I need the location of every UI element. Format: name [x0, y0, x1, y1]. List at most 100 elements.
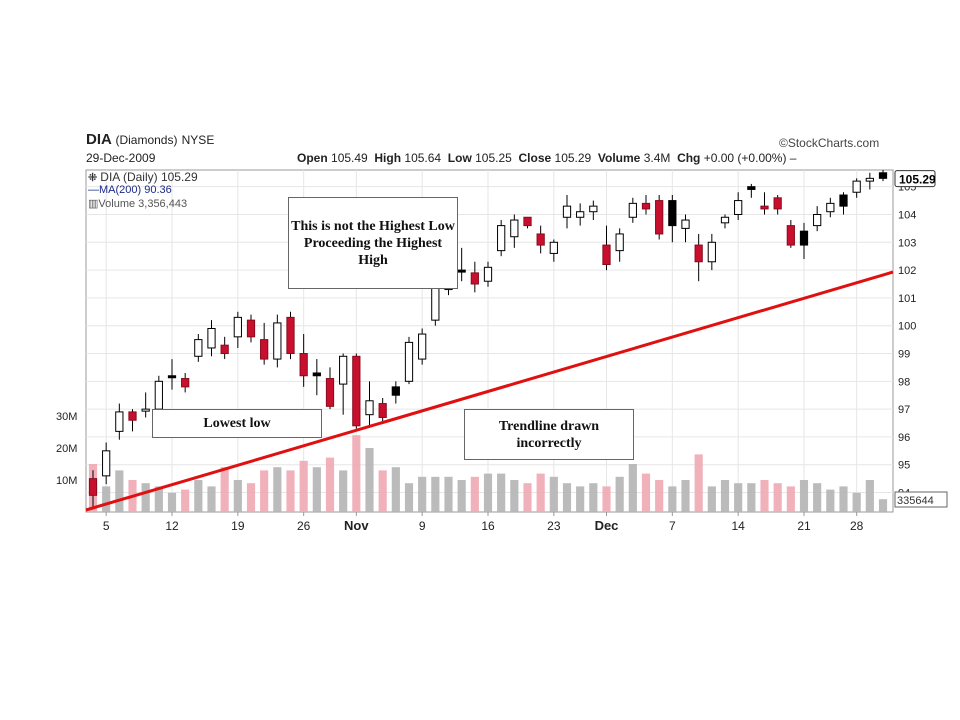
candle-body	[589, 205, 598, 213]
candle	[773, 195, 782, 215]
volume-bar	[589, 483, 598, 512]
candle-body	[694, 244, 703, 263]
volume-bar	[102, 486, 111, 512]
candle-body	[339, 355, 348, 385]
candle-body	[312, 372, 321, 377]
candle-body	[233, 316, 242, 338]
open-label: Open	[297, 151, 328, 165]
x-tick-label: Nov	[344, 518, 369, 533]
candle	[404, 336, 414, 385]
y-tick-label: 104	[898, 209, 916, 221]
x-tick-label: 9	[419, 519, 426, 533]
volume-bar	[826, 489, 835, 512]
candle-body	[325, 378, 335, 407]
candle-body	[141, 408, 150, 412]
x-tick-label: 14	[731, 519, 745, 533]
volume-bar	[760, 480, 769, 512]
candle	[365, 381, 374, 426]
y-tick-label: 96	[898, 432, 910, 444]
volume-bar	[799, 480, 809, 512]
candle-body	[602, 244, 611, 266]
candle-body	[865, 177, 874, 182]
candle	[852, 178, 861, 198]
volume-tick-label: 20M	[56, 443, 77, 455]
y-tick-label: 103	[898, 237, 916, 249]
candle-body	[418, 333, 427, 360]
candle-body	[799, 230, 809, 246]
candle	[102, 442, 111, 485]
volume-bar	[286, 470, 295, 512]
y-tick-label: 97	[898, 404, 910, 416]
volume-bar	[536, 473, 545, 512]
volume-bar	[378, 470, 387, 512]
candle-body	[510, 219, 519, 238]
volume-bar	[181, 489, 190, 512]
candle	[299, 334, 308, 387]
high-label: High	[374, 151, 402, 165]
candle	[352, 353, 361, 429]
candle	[141, 392, 150, 418]
candle	[562, 195, 572, 229]
close-value: 105.29	[554, 151, 592, 165]
high-value: 105.64	[404, 151, 442, 165]
symbol-name: (Diamonds)	[115, 133, 178, 147]
volume-value: 3.4M	[643, 151, 671, 165]
volume-bar	[312, 467, 321, 512]
volume-bar	[839, 486, 848, 512]
candle	[576, 203, 585, 226]
ma-line-icon: —	[88, 184, 99, 196]
volume-bar	[483, 473, 493, 512]
candle	[233, 311, 242, 348]
volume-tick-label: 30M	[56, 411, 77, 423]
candle-body	[365, 400, 374, 416]
candle	[154, 375, 163, 412]
candle	[88, 470, 98, 507]
legend-price-text: DIA (Daily) 105.29	[100, 170, 198, 184]
candle	[194, 334, 203, 362]
y-tick-label: 98	[898, 376, 910, 388]
low-value: 105.25	[475, 151, 512, 165]
candle	[418, 328, 427, 365]
x-tick-label: 12	[165, 519, 179, 533]
volume-bar	[431, 476, 440, 512]
x-tick-label: 26	[297, 519, 311, 533]
candle	[167, 359, 177, 390]
volume-bar	[523, 483, 532, 512]
candle	[181, 372, 190, 393]
candle	[339, 353, 348, 415]
open-value: 105.49	[331, 151, 368, 165]
candle	[483, 261, 493, 287]
volume-bar	[549, 476, 558, 512]
plot-frame	[85, 169, 894, 513]
volume-bar	[734, 483, 743, 512]
volume-bar	[720, 480, 730, 512]
volume-bar	[694, 454, 703, 512]
volume-bar	[628, 464, 637, 512]
candle-body	[181, 378, 190, 388]
candle	[523, 216, 532, 229]
volume-bar	[681, 480, 690, 512]
trendline	[85, 270, 894, 512]
last-price-label: 105.29	[899, 173, 936, 187]
volume-bar	[325, 457, 335, 512]
volume-bar	[115, 470, 124, 512]
volume-bar	[418, 476, 427, 512]
candle-body	[404, 341, 414, 382]
candle	[865, 172, 874, 190]
volume-bar	[786, 486, 795, 512]
candle-body	[668, 200, 677, 227]
legend-ma: —MA(200) 90.36	[88, 184, 172, 196]
candle	[115, 403, 124, 440]
volume-bar	[470, 476, 479, 512]
x-tick-label: 19	[231, 519, 245, 533]
volume-bar	[220, 467, 229, 512]
y-tick-label: 99	[898, 349, 910, 361]
x-tick-label: 28	[850, 519, 864, 533]
candle	[602, 225, 611, 271]
candle-body	[681, 219, 690, 229]
chart-date: 29-Dec-2009	[86, 151, 156, 165]
volume-bar	[813, 483, 822, 512]
close-label: Close	[518, 151, 552, 165]
candle	[286, 311, 295, 360]
candle	[260, 322, 269, 365]
